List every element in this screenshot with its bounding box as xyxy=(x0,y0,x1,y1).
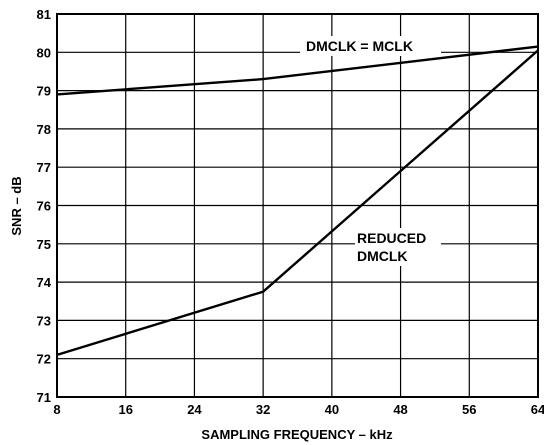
series-layer xyxy=(56,45,539,357)
y-tick-label-79: 79 xyxy=(37,84,51,99)
y-tick-label-72: 72 xyxy=(37,352,51,367)
y-tick-label-71: 71 xyxy=(37,390,51,405)
x-tick-label-56: 56 xyxy=(462,402,476,417)
series-line-dmclk-equals-mclk xyxy=(56,45,539,96)
x-tick-label-16: 16 xyxy=(118,402,132,417)
tick-layer: 8 16 24 32 40 48 56 64 71 72 73 74 75 76 77 78 79 80 81 xyxy=(37,7,544,417)
x-tick-label-8: 8 xyxy=(53,402,60,417)
annotation-mask-reduced xyxy=(355,228,441,266)
annotation-reduced: REDUCED xyxy=(357,230,426,246)
y-tick-label-77: 77 xyxy=(37,160,51,175)
y-tick-label-80: 80 xyxy=(37,45,51,60)
x-tick-label-48: 48 xyxy=(393,402,407,417)
x-axis-label: SAMPLING FREQUENCY – kHz xyxy=(201,427,393,442)
y-tick-label-73: 73 xyxy=(37,313,51,328)
x-tick-label-40: 40 xyxy=(325,402,339,417)
annotation-dmclk: DMCLK xyxy=(357,248,408,264)
y-axis-label: SNR – dB xyxy=(9,176,24,235)
y-tick-label-74: 74 xyxy=(37,275,52,290)
x-tick-label-64: 64 xyxy=(531,402,544,417)
y-tick-label-75: 75 xyxy=(37,237,51,252)
series-line-reduced-dmclk xyxy=(56,49,539,357)
x-tick-label-32: 32 xyxy=(256,402,270,417)
y-tick-label-81: 81 xyxy=(37,7,51,22)
y-tick-label-76: 76 xyxy=(37,199,51,214)
grid-layer xyxy=(57,14,538,397)
y-tick-label-78: 78 xyxy=(37,122,51,137)
x-tick-label-24: 24 xyxy=(187,402,202,417)
annotation-mask-top xyxy=(300,36,441,56)
annotation-dmclk-mclk: DMCLK = MCLK xyxy=(306,38,413,54)
plot-frame xyxy=(56,13,539,398)
